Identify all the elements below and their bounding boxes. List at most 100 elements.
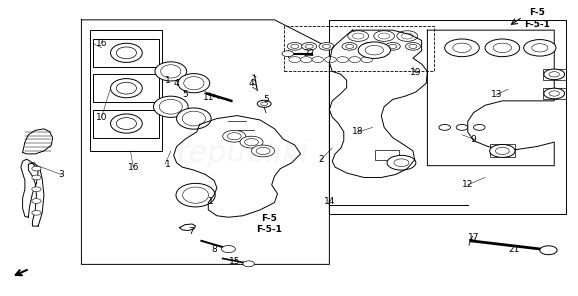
Circle shape (240, 136, 263, 148)
Ellipse shape (182, 111, 205, 126)
Text: F-5: F-5 (529, 8, 545, 17)
Text: 15: 15 (228, 257, 240, 266)
Circle shape (305, 44, 313, 49)
Circle shape (221, 245, 235, 252)
Circle shape (282, 51, 294, 57)
Text: 12: 12 (462, 180, 473, 189)
Text: 7: 7 (188, 227, 194, 237)
Text: 17: 17 (468, 233, 479, 242)
Circle shape (386, 43, 401, 50)
Text: F-5-1: F-5-1 (524, 20, 550, 29)
Circle shape (301, 57, 312, 62)
Ellipse shape (110, 43, 142, 62)
Ellipse shape (116, 47, 136, 59)
Circle shape (261, 102, 268, 106)
Circle shape (365, 46, 384, 55)
Text: 3: 3 (58, 170, 64, 179)
Circle shape (473, 124, 485, 130)
Circle shape (358, 42, 391, 58)
Circle shape (325, 57, 336, 62)
Circle shape (366, 44, 374, 49)
Circle shape (349, 57, 361, 62)
Text: 4: 4 (249, 79, 254, 88)
Circle shape (540, 246, 557, 255)
Circle shape (456, 124, 468, 130)
Bar (93, 74, 160, 102)
Text: F-5: F-5 (261, 214, 277, 223)
Text: 4: 4 (174, 79, 179, 88)
Text: 22: 22 (303, 49, 315, 58)
Circle shape (32, 166, 41, 171)
Text: 5: 5 (263, 95, 269, 104)
Circle shape (291, 44, 299, 49)
Circle shape (312, 57, 324, 62)
Text: 10: 10 (96, 112, 108, 122)
Text: 11: 11 (202, 94, 214, 102)
Text: 16: 16 (96, 39, 108, 48)
Circle shape (348, 31, 369, 41)
Circle shape (243, 261, 254, 267)
Circle shape (394, 159, 409, 167)
Circle shape (227, 133, 241, 140)
Circle shape (379, 33, 390, 39)
Circle shape (532, 44, 548, 52)
Bar (284, 26, 434, 71)
Circle shape (389, 44, 397, 49)
Circle shape (32, 210, 41, 215)
Ellipse shape (110, 79, 142, 98)
Text: 19: 19 (410, 68, 421, 77)
Circle shape (353, 33, 364, 39)
Circle shape (337, 57, 349, 62)
Circle shape (387, 155, 416, 170)
Circle shape (32, 199, 41, 203)
Bar (376, 150, 399, 160)
Circle shape (287, 43, 302, 50)
Bar (93, 39, 160, 67)
Circle shape (323, 44, 331, 49)
Circle shape (374, 31, 395, 41)
Text: 5: 5 (182, 91, 188, 99)
Bar (543, 88, 566, 99)
Text: 16: 16 (128, 163, 139, 172)
Text: 1: 1 (165, 160, 171, 169)
Ellipse shape (176, 108, 211, 129)
Circle shape (32, 187, 41, 192)
Circle shape (346, 44, 354, 49)
Text: 2: 2 (318, 155, 324, 164)
Circle shape (524, 40, 556, 56)
Ellipse shape (116, 118, 136, 129)
Bar (90, 30, 162, 151)
Text: 9: 9 (470, 135, 476, 144)
Text: 8: 8 (211, 245, 217, 254)
Circle shape (361, 57, 373, 62)
Circle shape (32, 175, 41, 180)
Bar (543, 69, 566, 80)
Circle shape (439, 124, 450, 130)
Ellipse shape (178, 74, 210, 93)
Ellipse shape (116, 82, 136, 94)
Circle shape (397, 31, 417, 41)
Ellipse shape (160, 99, 182, 114)
Text: F-5-1: F-5-1 (256, 225, 281, 234)
Circle shape (544, 69, 565, 80)
Circle shape (256, 147, 270, 155)
Text: republiki: republiki (177, 139, 309, 168)
Ellipse shape (184, 77, 204, 90)
Circle shape (490, 144, 515, 157)
Circle shape (406, 43, 420, 50)
Circle shape (444, 39, 479, 57)
Ellipse shape (183, 187, 209, 203)
Text: 18: 18 (353, 127, 364, 136)
Circle shape (549, 91, 560, 96)
Text: 1: 1 (165, 76, 171, 85)
Circle shape (342, 43, 357, 50)
Text: 13: 13 (491, 91, 502, 99)
Circle shape (485, 39, 520, 57)
Text: 21: 21 (508, 245, 520, 254)
Circle shape (402, 33, 413, 39)
Circle shape (549, 72, 560, 77)
Text: 1: 1 (208, 197, 214, 205)
Ellipse shape (161, 65, 181, 78)
Text: 14: 14 (324, 197, 335, 205)
Circle shape (223, 130, 246, 142)
